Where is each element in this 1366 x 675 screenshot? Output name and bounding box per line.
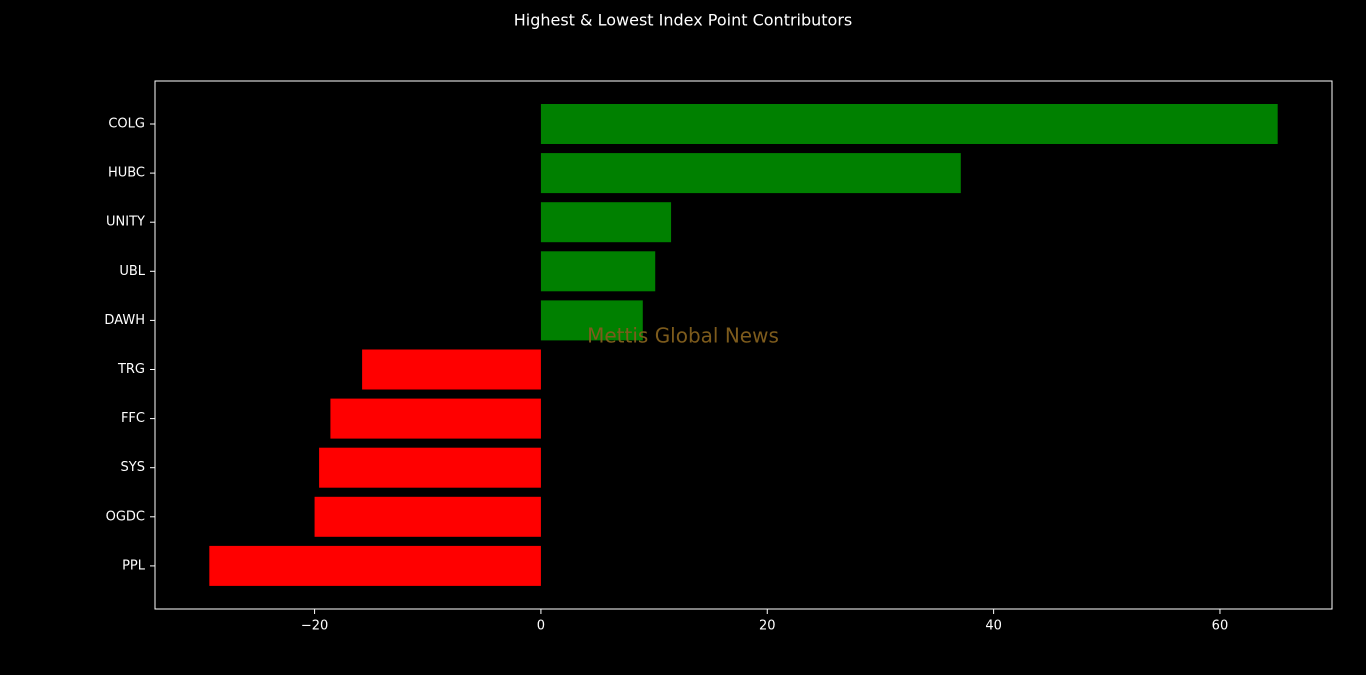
y-tick-label: SYS bbox=[121, 460, 145, 475]
bar bbox=[540, 300, 643, 341]
bar bbox=[319, 447, 541, 488]
bar bbox=[209, 545, 541, 586]
y-tick-label: DAWH bbox=[104, 313, 145, 328]
plot-frame bbox=[154, 80, 1333, 610]
x-tick-label: 0 bbox=[537, 619, 545, 634]
bar bbox=[540, 202, 672, 243]
x-tick-label: 40 bbox=[985, 619, 1002, 634]
bar bbox=[362, 349, 541, 390]
watermark: Mettis Global News bbox=[587, 324, 779, 348]
bar bbox=[540, 251, 656, 292]
y-tick-label: TRG bbox=[117, 362, 145, 377]
y-tick-label: HUBC bbox=[108, 166, 145, 181]
y-tick-label: OGDC bbox=[106, 509, 145, 524]
x-tick-label: −20 bbox=[301, 619, 328, 634]
y-tick-label: PPL bbox=[122, 558, 146, 573]
x-tick-label: 60 bbox=[1212, 619, 1229, 634]
y-tick-label: UNITY bbox=[106, 215, 145, 230]
bar bbox=[330, 398, 541, 439]
y-tick-label: COLG bbox=[108, 117, 145, 132]
y-tick-label: UBL bbox=[119, 264, 145, 279]
bar bbox=[540, 104, 1278, 144]
chart-title: Highest & Lowest Index Point Contributor… bbox=[514, 11, 853, 30]
bar bbox=[540, 153, 961, 194]
bar bbox=[314, 496, 541, 537]
y-tick-label: FFC bbox=[121, 411, 145, 426]
x-tick-label: 20 bbox=[759, 619, 776, 634]
